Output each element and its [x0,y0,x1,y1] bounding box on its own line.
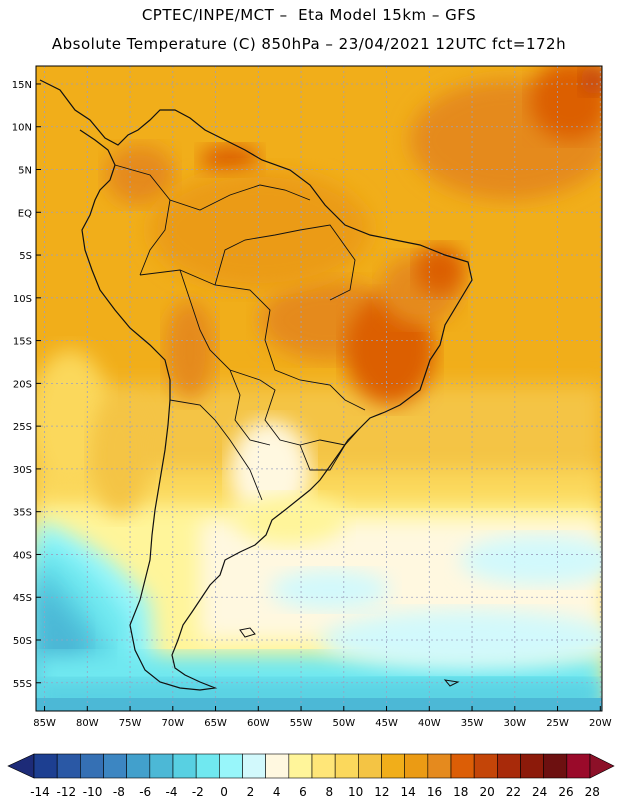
lon-label: 65W [204,718,227,729]
colorbar-label: -6 [139,785,151,799]
lon-label: 60W [247,718,270,729]
colorbar-label: 22 [506,785,521,799]
graticule [36,66,602,711]
lat-label: 5N [18,166,32,177]
latitude-labels: 15N 10N 5N EQ 5S 10S 15S 20S 25S 30S 35S 40S 45S 50S 5… [12,80,41,690]
island-outline [443,679,460,687]
colorbar-label: -10 [83,785,103,799]
colorbar-swatch [172,753,197,779]
colorbar-label: 2 [247,785,255,799]
lat-label: 45S [13,593,32,604]
lat-label: 55S [13,679,32,690]
lat-label: 20S [13,379,32,390]
lat-label: 50S [13,636,32,647]
lat-label: 15S [13,337,32,348]
lon-label: 80W [76,718,99,729]
lon-label: 75W [119,718,142,729]
map-frame [35,65,603,712]
colorbar-label: -12 [56,785,76,799]
colorbar-swatch [381,753,405,779]
colorbar-label: 6 [299,785,307,799]
lon-label: 20W [589,718,612,729]
colorbar-label: 24 [532,785,547,799]
colorbar-swatch [149,753,174,779]
colorbar-swatch [126,753,151,779]
colorbar-swatch [80,753,104,779]
colorbar-label: 14 [401,785,416,799]
colorbar-labels: -14 -12 -10 -8 -6 -4 -2 0 2 4 6 8 10 12 14 16 18 20 22 24 26… [30,785,600,799]
lon-label: 25W [546,718,569,729]
colorbar-label: 28 [585,785,600,799]
lon-label: 30W [503,718,526,729]
lat-label: 40S [13,550,32,561]
colorbar-label: 12 [374,785,389,799]
lon-label: 50W [332,718,355,729]
colorbar-swatch [311,753,336,779]
colorbar-swatch [219,753,243,779]
lon-label: 35W [461,718,484,729]
colorbar-swatch [497,753,521,779]
lat-label: 10N [12,123,32,134]
colorbar-swatch [543,753,568,779]
colorbar-swatch [404,753,429,779]
colorbar-label: 26 [558,785,573,799]
colorbar-swatch [265,753,290,779]
colorbar-label: -8 [113,785,125,799]
colorbar-swatch [103,753,127,779]
map-title-line-2: Absolute Temperature (C) 850hPa – 23/04/… [51,35,567,53]
lat-label: 15N [12,80,32,91]
longitude-labels: 85W 80W 75W 70W 65W 60W 55W 50W 45W 40W 35W 30W 25W 2… [33,706,612,729]
colorbar-swatch [288,753,313,779]
lat-label: 35S [13,508,32,519]
colorbar-label: 0 [220,785,228,799]
south-america-coastline [39,79,473,691]
lon-label: 85W [33,718,56,729]
country-borders [114,164,366,501]
lat-label: EQ [18,208,32,219]
colorbar-right-arrow [589,753,615,779]
colorbar-label: 4 [273,785,281,799]
lon-label: 40W [418,718,441,729]
colorbar-label: -4 [166,785,178,799]
lon-label: 55W [290,718,313,729]
colorbar-label: 16 [427,785,442,799]
colorbar-swatch [195,753,220,779]
lat-label: 30S [13,465,32,476]
colorbar-label: 10 [348,785,363,799]
colorbar-label: 18 [453,785,468,799]
lat-label: 10S [13,294,32,305]
lon-label: 45W [375,718,398,729]
colorbar-label: 8 [325,785,333,799]
lon-label: 70W [161,718,184,729]
temperature-field [36,66,602,711]
colorbar-label: -14 [30,785,50,799]
colorbar [7,753,615,779]
colorbar-left-arrow [7,753,35,779]
map-title-line-1: CPTEC/INPE/MCT – Eta Model 15km – GFS [141,6,477,24]
colorbar-swatch [473,753,498,779]
colorbar-swatch [358,753,382,779]
colorbar-swatch [56,753,81,779]
colorbar-label: -2 [192,785,204,799]
colorbar-swatch [520,753,544,779]
colorbar-swatch [334,753,359,779]
lat-label: 5S [19,251,32,262]
lat-label: 25S [13,422,32,433]
colorbar-swatch [242,753,266,779]
colorbar-swatch [450,753,475,779]
colorbar-swatch [566,753,591,779]
colorbar-swatch [33,753,58,779]
falkland-islands [239,627,256,638]
colorbar-swatch [427,753,452,779]
colorbar-label: 20 [479,785,494,799]
